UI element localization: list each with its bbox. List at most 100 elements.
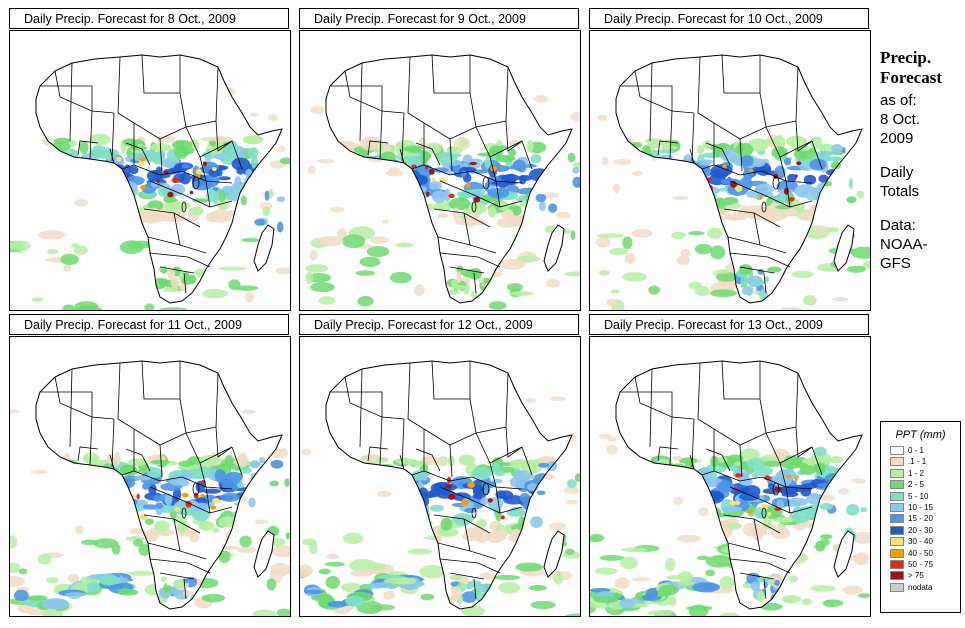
precip-cell xyxy=(607,436,618,442)
precip-cell xyxy=(366,500,379,506)
country-border xyxy=(689,148,695,164)
precip-cell xyxy=(360,136,381,151)
precip-cell xyxy=(103,184,123,197)
precip-cell xyxy=(629,156,650,170)
country-border xyxy=(811,446,823,476)
precip-cell xyxy=(239,467,252,474)
precip-cell xyxy=(645,478,653,486)
precip-cell xyxy=(90,213,109,223)
legend-swatch xyxy=(890,446,904,455)
precip-cell xyxy=(157,187,170,197)
precip-cell xyxy=(246,506,264,519)
precip-cell xyxy=(169,201,191,210)
country-border xyxy=(727,236,761,246)
precip-cell xyxy=(268,114,278,122)
precip-cell xyxy=(411,193,429,199)
precip-cell xyxy=(379,186,401,194)
country-border xyxy=(111,112,115,162)
precip-cell xyxy=(682,484,688,491)
precip-cell xyxy=(77,162,91,169)
precip-cell xyxy=(510,291,534,296)
precip-cell xyxy=(515,197,526,202)
precip-cell xyxy=(673,182,684,188)
precip-cell xyxy=(756,590,766,603)
precip-cell xyxy=(378,526,396,533)
precip-cell xyxy=(338,213,350,227)
country-border xyxy=(521,140,533,170)
country-border xyxy=(657,446,679,462)
precip-cell xyxy=(74,301,99,310)
precip-cell xyxy=(660,489,668,501)
precip-cell xyxy=(365,502,373,507)
precip-cell xyxy=(195,168,202,176)
country-border xyxy=(344,376,383,418)
precip-cell xyxy=(640,505,650,515)
precip-cell xyxy=(742,583,754,589)
precip-cell xyxy=(423,492,441,498)
legend-swatch xyxy=(890,525,904,535)
precip-cell xyxy=(300,564,313,578)
precip-cell xyxy=(41,511,50,525)
precip-cell xyxy=(467,482,476,488)
country-border xyxy=(183,578,187,600)
precip-cell xyxy=(326,475,335,480)
precip-cell xyxy=(475,518,487,529)
precip-cell xyxy=(332,168,349,177)
precip-cell xyxy=(202,161,208,167)
country-border xyxy=(54,70,93,112)
precip-cell xyxy=(813,516,834,530)
country-border xyxy=(399,454,405,470)
precip-cell xyxy=(760,503,769,511)
precip-cell xyxy=(385,528,399,534)
precip-cell xyxy=(567,152,576,163)
precip-cell xyxy=(413,284,425,297)
forecast-panel-oct-12: Daily Precip. Forecast for 12 Oct., 2009 xyxy=(299,314,581,617)
precip-cell xyxy=(383,510,405,515)
country-border xyxy=(133,470,207,488)
precip-cell xyxy=(672,524,679,537)
precip-cell xyxy=(186,510,208,517)
precip-cell xyxy=(661,524,676,534)
precip-cell xyxy=(746,458,766,470)
precip-cell xyxy=(460,499,469,507)
precip-cell xyxy=(389,271,412,284)
precip-cell xyxy=(119,240,144,255)
precip-cell xyxy=(53,503,69,515)
precip-cell xyxy=(522,501,541,512)
precip-cell xyxy=(270,562,290,577)
precip-cell xyxy=(140,513,148,521)
precip-cell xyxy=(396,470,408,484)
precip-cell xyxy=(40,194,56,200)
precip-cell xyxy=(450,586,463,598)
precip-cell xyxy=(83,497,104,504)
precip-cell xyxy=(78,178,94,186)
precip-cell xyxy=(326,215,335,230)
totals-line-1: Daily xyxy=(880,164,914,181)
precip-cell xyxy=(687,490,707,505)
precip-cell xyxy=(340,190,347,196)
precip-cell xyxy=(832,297,849,302)
precip-cell xyxy=(734,500,741,505)
legend-swatch xyxy=(890,582,904,592)
precip-cell xyxy=(613,158,632,165)
precip-cell xyxy=(794,174,798,178)
precip-cell xyxy=(64,505,72,511)
precip-cell xyxy=(340,178,362,188)
precip-cell xyxy=(363,179,374,192)
precip-cell xyxy=(462,532,481,541)
precip-cell xyxy=(43,167,56,178)
precip-cell xyxy=(337,228,347,240)
precip-cell xyxy=(342,159,355,167)
lake xyxy=(772,482,780,496)
precip-cell xyxy=(366,246,390,257)
precip-cell xyxy=(148,209,170,222)
africa-landmass xyxy=(36,361,282,609)
country-border xyxy=(415,448,441,472)
precip-cell xyxy=(498,582,521,594)
precip-cell xyxy=(785,208,799,216)
precip-cell xyxy=(565,613,580,616)
precip-cell xyxy=(480,497,490,505)
precip-cell xyxy=(223,141,239,155)
precip-cell xyxy=(328,186,349,200)
precip-cell xyxy=(136,493,140,500)
